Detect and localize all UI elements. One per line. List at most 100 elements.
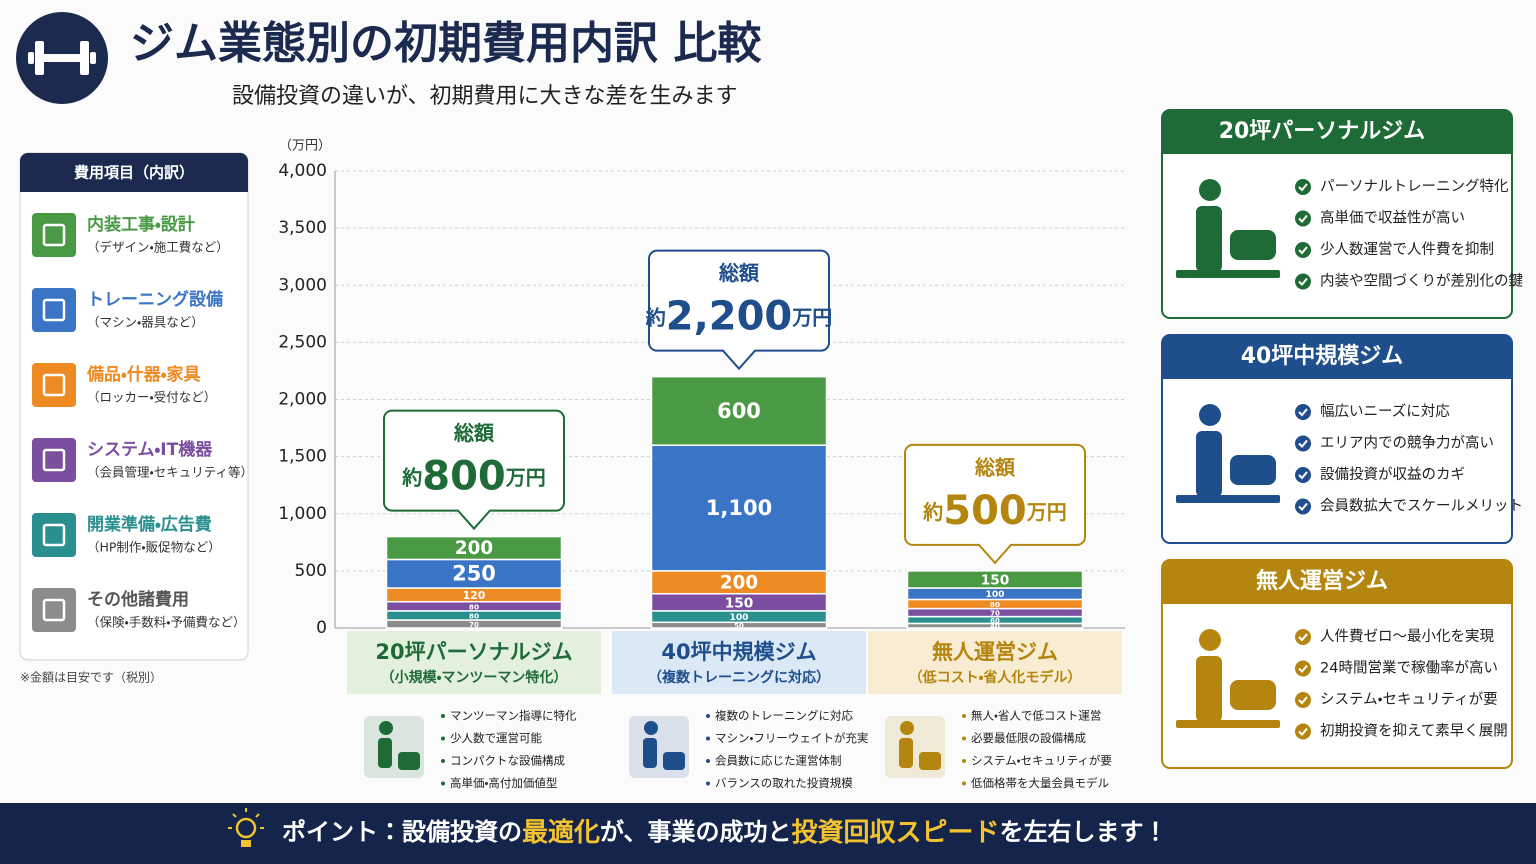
y-tick-label: 3,000 (278, 275, 327, 295)
total-callout (383, 409, 565, 531)
icon-part (378, 738, 392, 768)
total-prefix: 約 (922, 499, 943, 523)
category-subtitle: （複数トレーニングに対応） (648, 669, 830, 686)
category-icon (885, 716, 945, 778)
check-mark (1298, 727, 1308, 736)
icon-part (644, 721, 658, 735)
icon-part (899, 738, 913, 768)
footer-highlight: 投資回収スピード (792, 818, 1000, 848)
bullet (962, 736, 966, 741)
category-subtitle: （低コスト・省人化モデル） (909, 669, 1082, 686)
check-mark (1298, 664, 1308, 673)
check-icon (1295, 242, 1311, 258)
total-value: 約800万円 (401, 454, 546, 500)
data-label: 600 (717, 399, 761, 423)
check-mark (1298, 633, 1308, 642)
total-number: 800 (422, 454, 506, 500)
category-detail: 必要最低限の設備構成 (971, 731, 1086, 745)
y-tick-label: 1,500 (278, 447, 327, 467)
check-icon (1295, 210, 1311, 227)
legend-glyph (42, 523, 66, 547)
bar-segment (650, 375, 828, 446)
total-heading: 総額 (718, 261, 760, 285)
y-tick-label: 3,500 (278, 218, 327, 238)
panel-icon (1176, 629, 1280, 728)
check-icon (1295, 629, 1311, 645)
category-box (347, 631, 601, 694)
icon-part (900, 721, 914, 735)
category-icon (629, 716, 689, 778)
category-detail: 会員数に応じた運営体制 (715, 754, 842, 768)
icon-part (398, 752, 420, 770)
total-prefix: 約 (401, 465, 422, 489)
data-label: 250 (452, 562, 496, 586)
panel-header (1162, 110, 1512, 154)
data-label: 80 (990, 600, 1000, 609)
bullet (962, 781, 966, 786)
category-detail: システム・セキュリティが要 (971, 754, 1112, 768)
bullet (441, 781, 445, 786)
data-label: 80 (469, 602, 479, 611)
total-unit: 万円 (1026, 499, 1067, 523)
total-unit: 万円 (791, 305, 832, 329)
category-detail: コンパクトな設備構成 (450, 754, 565, 768)
icon-part (1230, 230, 1276, 260)
legend-note: （ロッカー・受付など） (87, 390, 216, 405)
icon-part (643, 738, 657, 768)
panel-item: パーソナルトレーニング特化 (1320, 178, 1509, 195)
category-detail: 低価格帯を大量会員モデル (971, 776, 1109, 790)
legend-glyph (42, 373, 66, 397)
icon-part (1199, 404, 1221, 426)
data-label: 50 (734, 622, 744, 630)
footer-segment: 設備投資の (402, 818, 522, 846)
y-tick-label: 500 (295, 561, 327, 581)
icon-part (919, 752, 941, 770)
legend-label: 内装工事・設計 (87, 214, 195, 235)
check-icon (1295, 498, 1311, 515)
data-label: 80 (469, 611, 479, 620)
icon-part (1196, 206, 1222, 272)
icon-part (1199, 629, 1221, 651)
icon-part (1176, 720, 1280, 728)
y-tick-label: 2,500 (278, 332, 327, 352)
y-tick-label: 2,000 (278, 390, 327, 410)
legend-swatch (32, 513, 76, 557)
panel-header (1162, 335, 1512, 379)
category-detail: 高単価・高付加価値型 (450, 776, 557, 790)
category-detail: マンツーマン指導に特化 (450, 709, 577, 723)
total-heading: 総額 (453, 421, 495, 445)
check-icon (1295, 723, 1311, 740)
check-mark (1298, 246, 1308, 255)
check-icon (1295, 273, 1311, 290)
data-label: 60 (990, 617, 1000, 625)
footer-segment: を左右します！ (1000, 818, 1168, 846)
header-icon (16, 12, 108, 104)
panel-item: 24時間営業で稼働率が高い (1320, 660, 1498, 677)
x-tick-label: 無人運営ジム (932, 640, 1058, 664)
bullet (441, 759, 445, 763)
panel-item: 初期投資を抑えて素早く展開 (1320, 723, 1508, 740)
icon-part (1176, 270, 1280, 278)
category-detail: 複数のトレーニングに対応 (715, 709, 853, 723)
panel-header (1162, 560, 1512, 604)
footnote: ※金額は目安です（税別） (20, 671, 162, 685)
panel-title: 無人運営ジム (1256, 568, 1388, 594)
total-heading: 総額 (974, 455, 1016, 479)
icon-part (1199, 179, 1221, 201)
bulb-icon (228, 808, 264, 847)
icon-part (663, 752, 685, 770)
check-mark (1298, 183, 1308, 192)
check-mark (1298, 696, 1308, 705)
data-label: 150 (725, 595, 754, 611)
category-box (612, 631, 866, 694)
category-detail: バランスの取れた投資規模 (715, 776, 853, 790)
data-label: 70 (990, 610, 1000, 618)
data-label: 40 (990, 623, 1000, 631)
title: ジム業態別の初期費用内訳 比較 (130, 18, 762, 69)
bullet (706, 736, 710, 741)
footer-text: ポイント：設備投資の最適化が、事業の成功と投資回収スピードを左右します！ (282, 818, 1168, 848)
check-mark (1298, 471, 1308, 480)
footer-band (0, 803, 1536, 864)
check-icon (1295, 179, 1311, 195)
